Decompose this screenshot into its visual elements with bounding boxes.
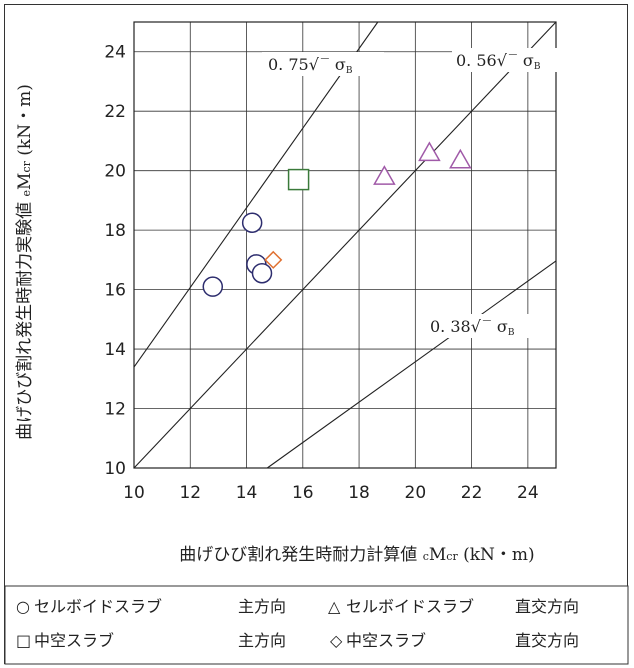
y-tick-labels: 10 12 14 16 18 20 22 24: [104, 43, 126, 479]
data-point-circle: [202, 276, 224, 297]
data-points: [202, 141, 472, 297]
x-tick-label: 10: [123, 483, 145, 503]
legend-dir-cellvoid-main: 主方向: [238, 597, 286, 616]
x-tick-label: 12: [179, 483, 201, 503]
data-point-circle: [251, 262, 273, 284]
anno-038-label: 0. 38√ ‾ σB: [430, 317, 515, 338]
legend-dir-hollow-main: 主方向: [238, 631, 286, 650]
data-point-circle: [241, 212, 263, 233]
legend-dir-cellvoid-orth: 直交方向: [515, 597, 579, 616]
anno-056-bg: [452, 48, 570, 72]
legend: ○ セルボイドスラブ 主方向 △ セルボイドスラブ 直交方向 □ 中空スラブ 主…: [4, 585, 629, 665]
x-tick-label: 18: [348, 483, 370, 503]
reference-line: [133, 21, 379, 368]
y-tick-label: 12: [104, 400, 126, 420]
y-tick-label: 14: [104, 340, 126, 360]
legend-dir-hollow-orth: 直交方向: [515, 631, 579, 650]
y-tick-label: 18: [104, 221, 126, 241]
legend-symbol-diamond: ◇: [330, 631, 343, 650]
x-tick-label: 24: [517, 483, 539, 503]
y-tick-label: 22: [104, 102, 126, 122]
x-tick-labels: 10 12 14 16 18 20 22 24: [123, 483, 539, 503]
y-tick-label: 20: [104, 162, 126, 182]
data-point-triangle: [449, 148, 472, 169]
anno-075-bg: [262, 52, 384, 76]
x-tick-label: 14: [236, 483, 258, 503]
data-point-square: [287, 168, 310, 191]
x-tick-label: 16: [292, 483, 314, 503]
legend-symbol-circle: ○: [16, 597, 30, 616]
x-tick-label: 22: [461, 483, 483, 503]
y-tick-label: 16: [104, 281, 126, 301]
reference-line: [266, 260, 557, 469]
anno-075-label: 0. 75√ ‾ σB: [268, 55, 353, 76]
plot-border: [133, 21, 557, 469]
anno-056-label: 0. 56√ ‾ σB: [456, 51, 541, 72]
legend-symbol-triangle: △: [328, 597, 341, 616]
y-tick-label: 10: [104, 459, 126, 479]
y-tick-label: 24: [104, 43, 126, 63]
reference-lines: [133, 21, 557, 469]
legend-label-cellvoid-main: セルボイドスラブ: [34, 597, 162, 616]
legend-box: [4, 585, 629, 665]
reference-line: [133, 21, 557, 469]
anno-038-bg: [424, 314, 548, 338]
x-tick-label: 20: [405, 483, 427, 503]
data-point-triangle: [418, 141, 441, 162]
data-point-triangle: [373, 165, 396, 185]
y-axis-label: 曲げひび割れ発生時耐力実験値 eMcr (kN・m): [15, 84, 35, 440]
legend-symbol-square: □: [16, 631, 31, 650]
x-axis-label: 曲げひび割れ発生時耐力計算値 cMcr (kN・m): [179, 545, 534, 565]
data-point-diamond: [264, 250, 283, 269]
legend-label-hollow-main: 中空スラブ: [34, 631, 114, 650]
legend-label-hollow-orth: 中空スラブ: [346, 631, 426, 650]
legend-label-cellvoid-orth: セルボイドスラブ: [346, 597, 474, 616]
